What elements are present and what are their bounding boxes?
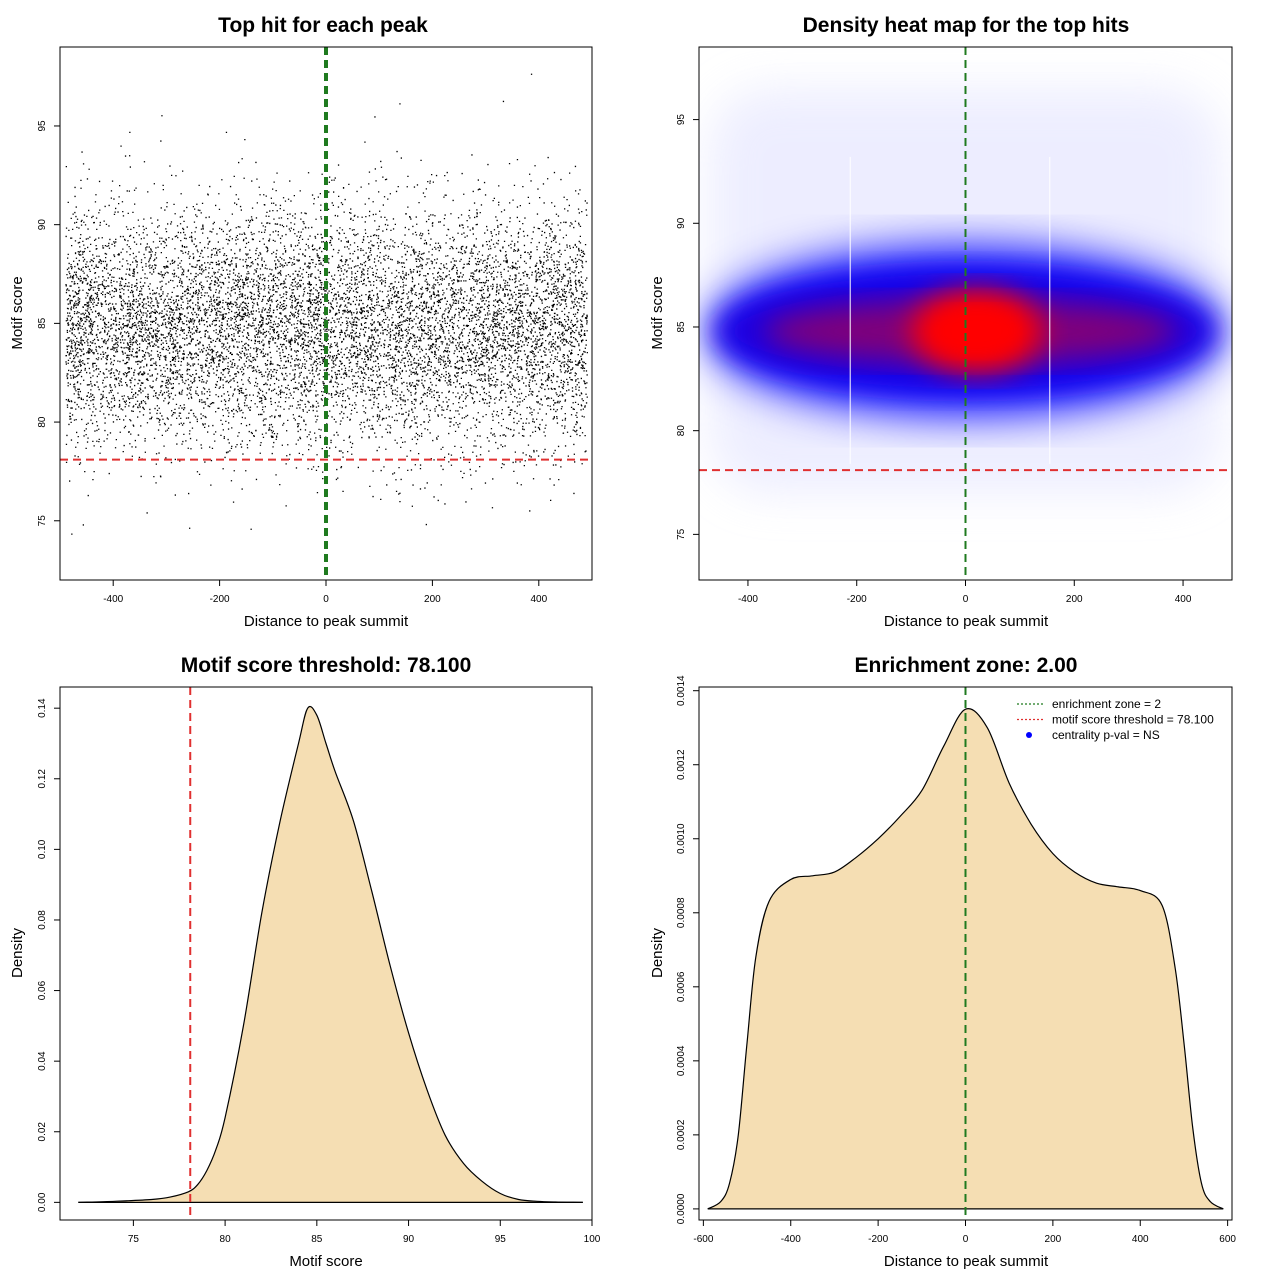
heatmap-title: Density heat map for the top hits xyxy=(803,14,1130,37)
distance-density-xlabel: Distance to peak summit xyxy=(884,1253,1049,1270)
legend-entry: enrichment zone = 2 xyxy=(1017,697,1161,711)
score-density-title: Motif score threshold: 78.100 xyxy=(181,654,472,677)
x-tick-label: -200 xyxy=(868,1234,888,1245)
score-density-xlabel: Motif score xyxy=(289,1253,362,1270)
density-curve xyxy=(707,708,1224,1210)
x-tick-label: 85 xyxy=(311,1234,323,1245)
legend-entry: motif score threshold = 78.100 xyxy=(1017,713,1214,727)
y-tick-label: 0.12 xyxy=(37,769,48,789)
x-tick-label: -400 xyxy=(103,594,123,605)
y-tick-label: 0.14 xyxy=(37,698,48,718)
y-tick-label: 0.0002 xyxy=(676,1119,687,1150)
y-tick-label: 75 xyxy=(676,528,687,540)
x-tick-label: 0 xyxy=(323,594,329,605)
score-density-axes: 75 80 85 90 95 100 0.00 0.02 0.04 0.06 0.08 0.10 0.1… xyxy=(37,698,601,1245)
scatter-ylabel: Motif score xyxy=(9,276,26,349)
x-tick-label: 95 xyxy=(495,1234,507,1245)
x-tick-label: -400 xyxy=(781,1234,801,1245)
x-tick-label: 200 xyxy=(1066,594,1083,605)
x-tick-label: -600 xyxy=(693,1234,713,1245)
legend-label: motif score threshold = 78.100 xyxy=(1052,713,1214,727)
distance-density-axes: -600 -400 -200 0 200 400 600 0.0000 0.0002 0.0004… xyxy=(676,675,1236,1245)
x-tick-label: 80 xyxy=(220,1234,232,1245)
x-tick-label: 90 xyxy=(403,1234,415,1245)
heatmap-layer xyxy=(699,47,1232,580)
heatmap-ylabel: Motif score xyxy=(649,276,666,349)
y-tick-label: 0.0014 xyxy=(676,675,687,706)
x-tick-label: -400 xyxy=(738,594,758,605)
distance-density-title: Enrichment zone: 2.00 xyxy=(855,654,1078,677)
y-tick-label: 0.0012 xyxy=(676,749,687,780)
y-tick-label: 85 xyxy=(676,321,687,333)
legend-entry: centrality p-val = NS xyxy=(1026,728,1160,742)
legend-label: centrality p-val = NS xyxy=(1052,728,1160,742)
density-area xyxy=(78,706,583,1203)
scatter-xlabel: Distance to peak summit xyxy=(244,613,409,630)
y-tick-label: 80 xyxy=(37,416,48,428)
heatmap-axes: -400 -200 0 200 400 75 80 85 90 95 xyxy=(676,114,1192,605)
x-tick-label: 0 xyxy=(963,1234,969,1245)
legend-symbol xyxy=(1026,732,1032,738)
y-tick-label: 90 xyxy=(676,217,687,229)
x-tick-label: 0 xyxy=(963,594,969,605)
y-tick-label: 0.0004 xyxy=(676,1045,687,1076)
x-tick-label: -200 xyxy=(210,594,230,605)
y-tick-label: 90 xyxy=(37,219,48,231)
legend-label: enrichment zone = 2 xyxy=(1052,697,1161,711)
x-tick-label: 75 xyxy=(128,1234,140,1245)
x-tick-label: 600 xyxy=(1219,1234,1236,1245)
y-tick-label: 0.0006 xyxy=(676,971,687,1002)
x-tick-label: 400 xyxy=(1132,1234,1149,1245)
y-tick-label: 0.0000 xyxy=(676,1193,687,1224)
y-tick-label: 0.10 xyxy=(37,839,48,859)
y-tick-label: 0.06 xyxy=(37,980,48,1000)
heatmap-plot-area xyxy=(699,47,1232,580)
x-tick-label: 200 xyxy=(424,594,441,605)
y-tick-label: 0.0010 xyxy=(676,823,687,854)
density-area xyxy=(707,708,1224,1209)
y-tick-label: 80 xyxy=(676,425,687,437)
panel-score-density: Motif score threshold: 78.100 75 80 85 90 95… xyxy=(9,654,601,1270)
score-density-plot-area xyxy=(78,687,583,1220)
distance-density-plot-area xyxy=(707,687,1224,1220)
y-tick-label: 0.04 xyxy=(37,1051,48,1071)
density-curve xyxy=(78,705,583,1203)
y-tick-label: 0.00 xyxy=(37,1192,48,1212)
scatter-axes: -400 -200 0 200 400 75 80 85 90 95 xyxy=(37,120,548,605)
x-tick-label: 400 xyxy=(530,594,547,605)
x-tick-label: -200 xyxy=(847,594,867,605)
heatmap-xlabel: Distance to peak summit xyxy=(884,613,1049,630)
y-tick-label: 75 xyxy=(37,515,48,527)
distance-density-ylabel: Density xyxy=(649,927,666,978)
score-density-frame xyxy=(59,686,593,1221)
x-tick-label: 200 xyxy=(1045,1234,1062,1245)
panel-heatmap: Density heat map for the top hits -400 -2… xyxy=(649,14,1233,630)
chart-legend: enrichment zone = 2 motif score threshold… xyxy=(1017,697,1214,742)
panel-scatter: Top hit for each peak -400 -200 0 200 400 75 8… xyxy=(9,14,593,630)
y-tick-label: 95 xyxy=(676,114,687,126)
density-peak-core xyxy=(943,310,1010,352)
scatter-title: Top hit for each peak xyxy=(218,14,428,37)
x-tick-label: 100 xyxy=(584,1234,601,1245)
y-tick-label: 95 xyxy=(37,120,48,132)
y-tick-label: 85 xyxy=(37,317,48,329)
score-density-ylabel: Density xyxy=(9,927,26,978)
y-tick-label: 0.08 xyxy=(37,910,48,930)
y-tick-label: 0.02 xyxy=(37,1122,48,1142)
scatter-plot-area xyxy=(60,47,592,580)
panel-distance-density: Enrichment zone: 2.00 -600 -400 -200 0 200 40… xyxy=(649,654,1236,1270)
x-tick-label: 400 xyxy=(1175,594,1192,605)
y-tick-label: 0.0008 xyxy=(676,897,687,928)
